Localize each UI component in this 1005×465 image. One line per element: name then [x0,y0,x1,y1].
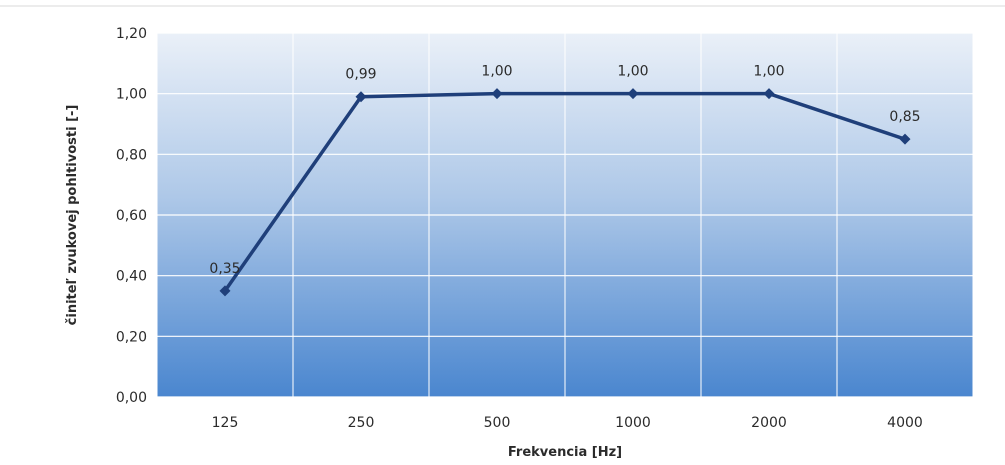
series-line [223,91,906,292]
data-point-marker [627,88,639,100]
y-tick-label: 0,40 [116,269,147,285]
y-tick-label: 0,20 [116,329,147,345]
y-tick-label: 0,80 [116,147,147,163]
data-point-marker [763,88,775,100]
data-label: 0,99 [345,67,376,83]
data-point-marker [899,133,911,145]
x-tick-label: 4000 [887,415,923,431]
y-axis-title: činiteľ zvukovej pohltivosti [-] [65,105,80,326]
data-label: 0,35 [209,261,240,277]
x-axis-title: Frekvencia [Hz] [508,445,622,460]
data-point-marker [491,88,503,100]
data-label: 1,00 [753,64,784,80]
y-tick-label: 0,00 [116,390,147,406]
x-tick-labels: 125 250 500 1000 2000 4000 [212,415,923,431]
x-tick-label: 1000 [615,415,651,431]
x-tick-label: 2000 [751,415,787,431]
y-tick-labels: 0,00 0,20 0,40 0,60 0,80 1,00 1,20 [116,26,147,406]
x-tick-label: 250 [348,415,375,431]
data-label: 1,00 [481,64,512,80]
series-layer [219,88,911,297]
y-tick-label: 1,20 [116,26,147,42]
data-label: 1,00 [617,64,648,80]
grid-lines [156,32,974,398]
data-point-marker [219,285,231,297]
data-label: 0,85 [889,109,920,125]
data-labels: 0,35 0,99 1,00 1,00 1,00 0,85 [209,64,920,277]
x-tick-label: 500 [484,415,511,431]
y-tick-label: 0,60 [116,208,147,224]
y-tick-label: 1,00 [116,87,147,103]
data-point-marker [355,91,367,103]
x-tick-label: 125 [212,415,239,431]
